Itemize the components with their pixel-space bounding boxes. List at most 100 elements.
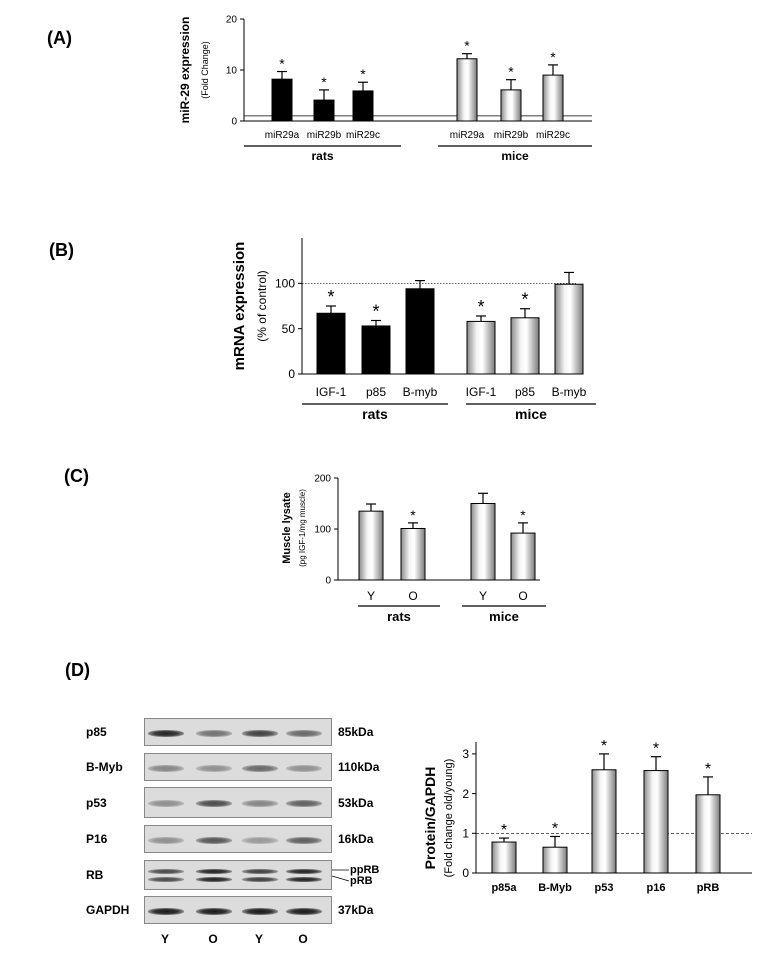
chart-c-group-label: mice: [489, 609, 519, 624]
blot-kda-label: 16kDa: [338, 832, 374, 846]
chart-d-bar: [591, 769, 617, 874]
chart-a-category-label: miR29b: [307, 130, 342, 141]
blot-band: [196, 836, 232, 844]
blot-lane-label: O: [298, 932, 308, 946]
chart-b-bar: [361, 325, 391, 375]
blot-row-name: B-Myb: [86, 760, 123, 774]
chart-b-y-tick-label: 100: [275, 277, 295, 291]
blot-band: [286, 764, 322, 772]
chart-c-significance-mark: *: [410, 507, 416, 523]
chart-d-category-label: B-Myb: [538, 882, 572, 894]
chart-b-bar: [510, 317, 540, 375]
blot-kda-label: 110kDa: [338, 760, 380, 774]
blot-band: [242, 764, 278, 772]
blot-band: [286, 800, 322, 807]
chart-b-group-label: mice: [515, 406, 547, 422]
chart-a-category-label: miR29c: [536, 130, 570, 141]
chart-a-group-label: mice: [501, 149, 529, 163]
blot-band: [242, 836, 278, 844]
chart-d-significance-mark: *: [705, 761, 711, 778]
chart-b-significance-mark: *: [521, 290, 528, 310]
chart-a-significance-mark: *: [321, 74, 327, 90]
chart-a-bar: [313, 99, 335, 122]
chart-b-category-label: p85: [515, 385, 535, 399]
chart-b-category-label: IGF-1: [316, 385, 347, 399]
chart-d-bar: [542, 846, 568, 874]
blot-band: [242, 800, 278, 807]
chart-a-bar: [352, 90, 374, 122]
chart-d-bar: [491, 841, 517, 874]
panel-c-label: (C): [64, 466, 89, 486]
chart-b-bar: [316, 312, 346, 375]
chart-b-significance-mark: *: [477, 297, 484, 317]
chart-c-bar: [470, 503, 496, 581]
chart-a-bar: [500, 89, 522, 122]
blot-strip: [144, 787, 332, 818]
chart-d-y-tick-label: 1: [462, 827, 469, 841]
blot-kda-label: 53kDa: [338, 795, 374, 810]
blot-lane-label: Y: [160, 932, 169, 946]
blot-kda-label: 37kDa: [338, 903, 374, 917]
blot-band: [196, 907, 232, 915]
blot-lane-label: O: [208, 932, 218, 946]
blot-band: [148, 729, 184, 737]
blot-band: [148, 800, 184, 807]
chart-d-bar: [695, 794, 721, 874]
blot-lane-label: Y: [254, 932, 263, 946]
chart-b-bar: [405, 288, 435, 375]
chart-c-bar: [358, 510, 384, 581]
chart-a-y-tick-label: 20: [226, 15, 238, 26]
blot-strip: [144, 718, 332, 746]
blot-strip: [144, 896, 332, 924]
chart-a-y-tick-label: 0: [231, 117, 237, 128]
blot-strip: [144, 753, 332, 781]
chart-c-bar: [400, 527, 426, 581]
rb-band-label: pRB: [350, 875, 373, 887]
panel-d-label: (D): [65, 660, 90, 680]
blot-band: [148, 764, 184, 772]
chart-a-y-label-sub: (Fold Change): [200, 41, 210, 99]
chart-d-significance-mark: *: [501, 822, 507, 839]
chart-a-significance-mark: *: [550, 49, 556, 65]
chart-c-category-label: O: [408, 589, 417, 603]
chart-a-significance-mark: *: [508, 64, 514, 80]
chart-c-y-tick-label: 0: [325, 576, 331, 587]
blot-band: [286, 907, 322, 915]
blot-row-name: GAPDH: [86, 903, 130, 917]
chart-d-category-label: p16: [647, 882, 666, 894]
chart-a-y-tick-label: 10: [226, 66, 238, 77]
chart-a-bar: [456, 58, 478, 122]
chart-a-category-label: miR29b: [494, 130, 529, 141]
blot-band: [148, 869, 184, 874]
chart-c-y-tick-label: 200: [314, 474, 331, 485]
blot-band: [286, 869, 322, 874]
chart-c-category-label: Y: [367, 589, 375, 603]
chart-d-y-tick-label: 0: [462, 866, 469, 880]
blot-band: [148, 877, 184, 882]
blot-row-name: p85: [86, 725, 107, 739]
chart-a-category-label: miR29a: [265, 130, 300, 141]
blot-band: [196, 800, 232, 807]
chart-c-y-label: Muscle lysate: [281, 492, 293, 564]
chart-a-significance-mark: *: [464, 38, 470, 54]
blot-band: [196, 877, 232, 882]
blot-strip: [144, 825, 332, 853]
blot-band: [196, 729, 232, 737]
blot-row-name: RB: [86, 868, 104, 882]
chart-b-bar: [554, 283, 584, 375]
chart-b-significance-mark: *: [372, 302, 379, 322]
chart-c-y-label-sub: (pg IGF-1/mg muscle): [298, 489, 307, 567]
chart-b-y-tick-label: 0: [288, 367, 295, 381]
chart-a-bar: [542, 74, 564, 122]
chart-b-y-label: mRNA expression: [231, 242, 248, 371]
chart-c-category-label: O: [518, 589, 527, 603]
chart-a-category-label: miR29a: [450, 130, 485, 141]
chart-b-category-label: IGF-1: [466, 385, 497, 399]
blot-band: [196, 764, 232, 772]
panel-b-label: (B): [49, 240, 74, 260]
chart-a-group-label: rats: [311, 149, 333, 163]
chart-a-significance-mark: *: [360, 66, 366, 82]
blot-band: [148, 836, 184, 844]
chart-b-category-label: B-myb: [403, 385, 438, 399]
